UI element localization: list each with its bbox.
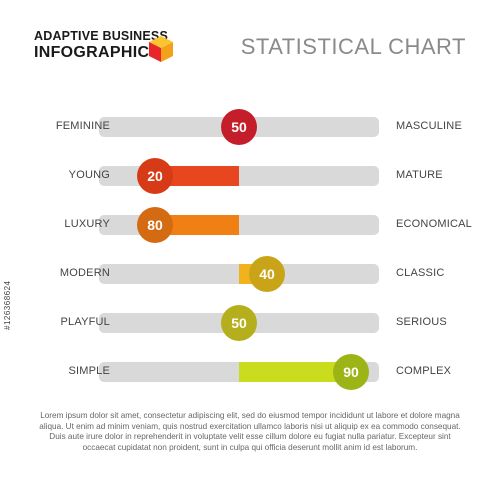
data-label: 20 [147,168,163,184]
cube-icon [149,36,173,62]
value-marker [221,305,257,341]
value-marker [137,207,173,243]
page-title: STATISTICAL CHART [240,34,466,59]
value-bar [155,215,239,235]
footer-line: aliqua. Ut enim ad minim veniam, quis no… [39,421,461,431]
brand-line2: INFOGRAPHICS [34,44,161,61]
brand-line1: ADAPTIVE BUSINESS [34,29,168,43]
footer-line: Duis aute irure dolor in reprehenderit i… [49,432,451,441]
value-bar [239,362,351,382]
row-label-left: MODERN [59,267,110,279]
row-label-right: CLASSIC [396,267,445,279]
value-bar [155,166,239,186]
value-marker [333,354,369,390]
footer-text: Lorem ipsum dolor sit amet, consectetur … [30,411,470,453]
footer-line: Lorem ipsum dolor sit amet, consectetur … [40,411,460,420]
watermark-id: #126368624 [3,280,12,331]
row-label-left: PLAYFUL [60,316,110,328]
value-marker [249,256,285,292]
row-label-right: MATURE [396,169,443,181]
row-label-right: SERIOUS [396,316,447,328]
row-label-left: FEMININE [55,120,110,132]
data-label: 40 [259,266,275,282]
data-label: 50 [231,315,247,331]
footer-line: occaecat cupidatat non proident, sunt in… [82,442,418,452]
data-label: 90 [343,364,359,380]
row-label-right: ECONOMICAL [396,218,472,230]
value-marker [221,109,257,145]
data-label: 80 [147,217,163,233]
row-label-left: SIMPLE [68,365,110,377]
value-marker [137,158,173,194]
row-label-left: YOUNG [68,169,110,181]
data-label: 50 [231,119,247,135]
row-label-left: LUXURY [64,218,110,230]
row-label-right: COMPLEX [396,365,452,377]
row-label-right: MASCULINE [396,120,462,132]
brand: ADAPTIVE BUSINESS INFOGRAPHICS [34,28,168,62]
